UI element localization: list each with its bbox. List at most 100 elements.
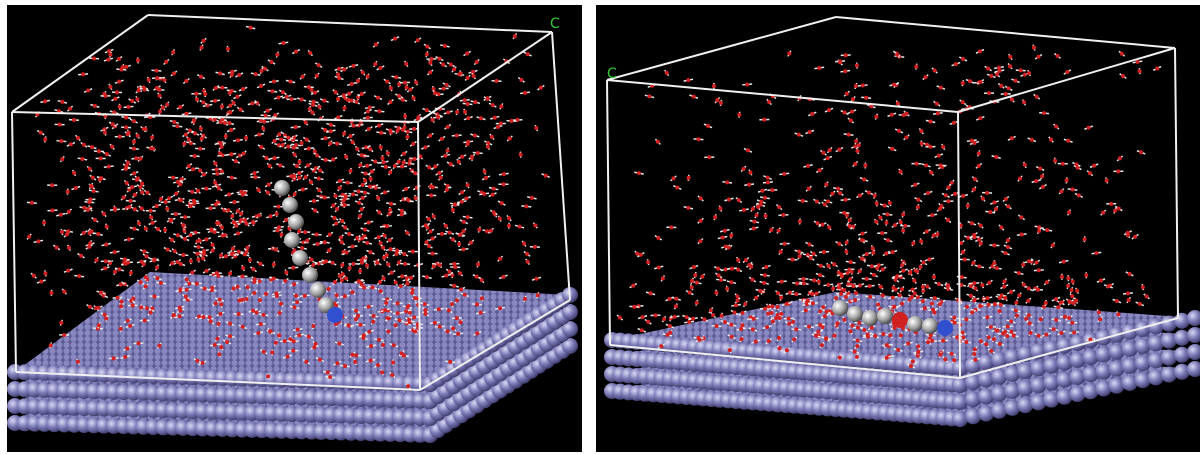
water-oxygen: [1109, 202, 1113, 206]
water-oxygen: [311, 103, 315, 107]
water-oxygen: [333, 194, 337, 198]
water-oxygen: [349, 98, 353, 102]
water-oxygen: [332, 203, 336, 207]
water-oxygen: [142, 249, 146, 253]
water-oxygen: [386, 151, 390, 155]
water-oxygen: [374, 43, 378, 47]
water-oxygen: [823, 314, 827, 318]
water-oxygen: [361, 336, 365, 340]
water-oxygen: [303, 230, 307, 234]
water-oxygen: [211, 243, 215, 247]
water-oxygen: [304, 360, 308, 364]
water-oxygen: [241, 266, 245, 270]
water-oxygen: [826, 283, 830, 287]
water-oxygen: [898, 293, 902, 297]
water-oxygen: [163, 228, 167, 232]
water-oxygen: [237, 250, 241, 254]
water-oxygen: [144, 227, 148, 231]
water-oxygen: [631, 284, 635, 288]
water-oxygen: [343, 294, 347, 298]
water-oxygen: [317, 63, 321, 67]
water-oxygen: [365, 264, 369, 268]
water-oxygen: [895, 53, 899, 57]
water-oxygen: [183, 237, 187, 241]
water-oxygen: [308, 107, 312, 111]
water-oxygen: [155, 76, 159, 80]
water-oxygen: [994, 207, 998, 211]
water-oxygen: [854, 139, 858, 143]
water-oxygen: [381, 343, 385, 347]
water-oxygen: [346, 98, 350, 102]
water-oxygen: [914, 162, 918, 166]
water-oxygen: [1037, 55, 1041, 59]
water-oxygen: [930, 339, 934, 343]
water-oxygen: [530, 196, 534, 200]
water-oxygen: [294, 50, 298, 54]
water-oxygen: [466, 76, 470, 80]
water-oxygen: [922, 261, 926, 265]
water-oxygen: [219, 302, 223, 306]
water-oxygen: [251, 309, 255, 313]
water-oxygen: [1045, 280, 1049, 284]
water-oxygen: [366, 75, 370, 79]
water-oxygen: [292, 282, 296, 286]
water-oxygen: [172, 313, 176, 317]
water-oxygen: [780, 280, 784, 284]
water-oxygen: [782, 172, 786, 176]
water-oxygen: [459, 233, 463, 237]
water-oxygen: [970, 310, 974, 314]
water-oxygen: [283, 339, 287, 343]
water-oxygen: [336, 97, 340, 101]
water-oxygen: [776, 291, 780, 295]
water-oxygen: [1118, 156, 1122, 160]
water-oxygen: [953, 321, 957, 325]
water-oxygen: [1019, 215, 1023, 219]
water-oxygen: [107, 165, 111, 169]
water-oxygen: [246, 285, 250, 289]
water-oxygen: [184, 79, 188, 83]
water-oxygen: [526, 260, 530, 264]
water-oxygen: [213, 99, 217, 103]
water-oxygen: [961, 57, 965, 61]
water-oxygen: [363, 228, 367, 232]
water-oxygen: [1037, 334, 1041, 338]
water-oxygen: [821, 151, 825, 155]
water-oxygen: [337, 76, 341, 80]
water-oxygen: [425, 226, 429, 230]
water-oxygen: [283, 279, 287, 283]
water-oxygen: [999, 303, 1003, 307]
water-oxygen: [360, 258, 364, 262]
water-oxygen: [377, 338, 381, 342]
water-oxygen: [259, 322, 263, 326]
water-oxygen: [49, 291, 53, 295]
water-oxygen: [444, 224, 448, 228]
water-oxygen: [328, 141, 332, 145]
water-oxygen: [258, 262, 262, 266]
water-oxygen: [106, 58, 110, 62]
water-oxygen: [766, 180, 770, 184]
water-oxygen: [1061, 162, 1065, 166]
water-oxygen: [72, 171, 76, 175]
water-oxygen: [379, 241, 383, 245]
water-oxygen: [816, 330, 820, 334]
water-oxygen: [699, 219, 703, 223]
water-oxygen: [740, 337, 744, 341]
water-oxygen: [249, 26, 253, 30]
water-oxygen: [1065, 70, 1069, 74]
water-oxygen: [778, 346, 782, 350]
water-oxygen: [381, 246, 385, 250]
water-oxygen: [1006, 205, 1010, 209]
water-oxygen: [818, 168, 822, 172]
molecule-atom: [327, 307, 343, 323]
water-oxygen: [849, 260, 853, 264]
water-oxygen: [412, 315, 416, 319]
water-oxygen: [941, 145, 945, 149]
water-oxygen: [978, 116, 982, 120]
water-oxygen: [202, 39, 206, 43]
water-oxygen: [827, 108, 831, 112]
water-oxygen: [1027, 71, 1031, 75]
water-oxygen: [861, 232, 865, 236]
water-oxygen: [199, 75, 203, 79]
molecule-atom: [937, 320, 953, 336]
water-oxygen: [157, 344, 161, 348]
